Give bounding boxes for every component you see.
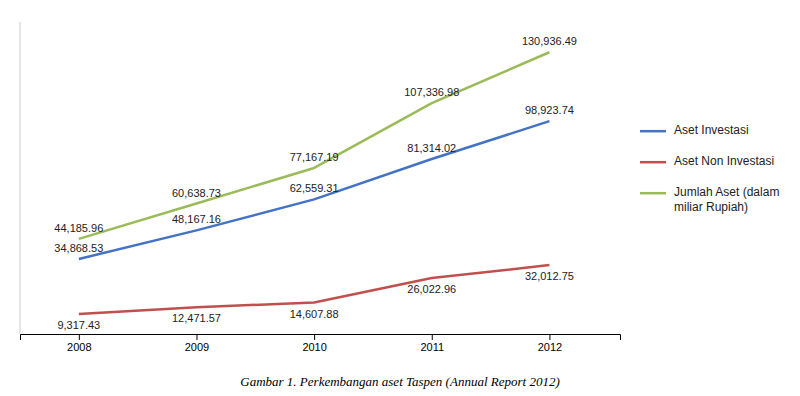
chart: 2008 2009 2010 2011 2012 34,868.53 48,167.16 62… [0,0,800,396]
x-tick-label: 2010 [302,341,326,353]
x-tick-mark [79,334,80,340]
data-label: 107,336.98 [404,86,459,98]
lines [79,52,550,314]
y-axis [20,22,21,334]
legend-label: Aset Investasi [674,123,749,137]
series-line [79,52,550,239]
legend-item: Aset Non Investasi [640,154,774,168]
legend-label: Jumlah Aset (dalammiliar Rupiah) [674,185,779,214]
data-label: 12,471.57 [172,312,221,324]
x-tick: 2008 [67,334,91,353]
x-tick: 2012 [538,334,562,353]
x-tick-label: 2009 [185,341,209,353]
legend-swatch [640,192,666,195]
x-tick: 2011 [420,334,444,353]
x-tick: 2010 [302,334,326,353]
plot-area: 2008 2009 2010 2011 2012 34,868.53 48,167.16 62… [20,22,621,353]
x-tick-mark [549,334,550,340]
data-label: 98,923.74 [525,104,574,116]
x-tick-mark [314,334,315,340]
legend-item: Jumlah Aset (dalammiliar Rupiah) [640,185,779,214]
data-label: 34,868.53 [54,242,103,254]
x-tick-label: 2011 [420,341,444,353]
data-label: 60,638.73 [172,187,221,199]
data-label: 9,317.43 [57,319,100,331]
x-tick-mark [432,334,433,340]
x-tick-label: 2008 [67,341,91,353]
series-line [79,121,550,259]
data-label: 14,607.88 [290,308,339,320]
x-axis: 2008 2009 2010 2011 2012 [21,334,621,353]
x-axis-line [21,335,621,341]
data-label: 81,314.02 [407,142,456,154]
data-label: 62,559.31 [290,182,339,194]
x-tick-mark [196,334,197,340]
data-label: 130,936.49 [522,35,577,47]
data-label: 26,022.96 [407,283,456,295]
legend: Aset Investasi Aset Non Investasi Jumlah A… [640,123,779,214]
legend-swatch [640,130,666,133]
data-label: 48,167.16 [172,213,221,225]
data-label: 32,012.75 [525,270,574,282]
legend-swatch [640,161,666,164]
data-labels: 34,868.53 48,167.16 62,559.31 81,314.02 98,9… [54,35,577,331]
x-tick-label: 2012 [538,341,562,353]
data-label: 77,167.19 [290,151,339,163]
y-axis-line [20,22,21,334]
legend-label: Aset Non Investasi [674,154,774,168]
x-tick: 2009 [185,334,209,353]
caption: Gambar 1. Perkembangan aset Taspen (Annu… [240,374,559,389]
data-label: 44,185.96 [54,222,103,234]
legend-item: Aset Investasi [640,123,749,137]
